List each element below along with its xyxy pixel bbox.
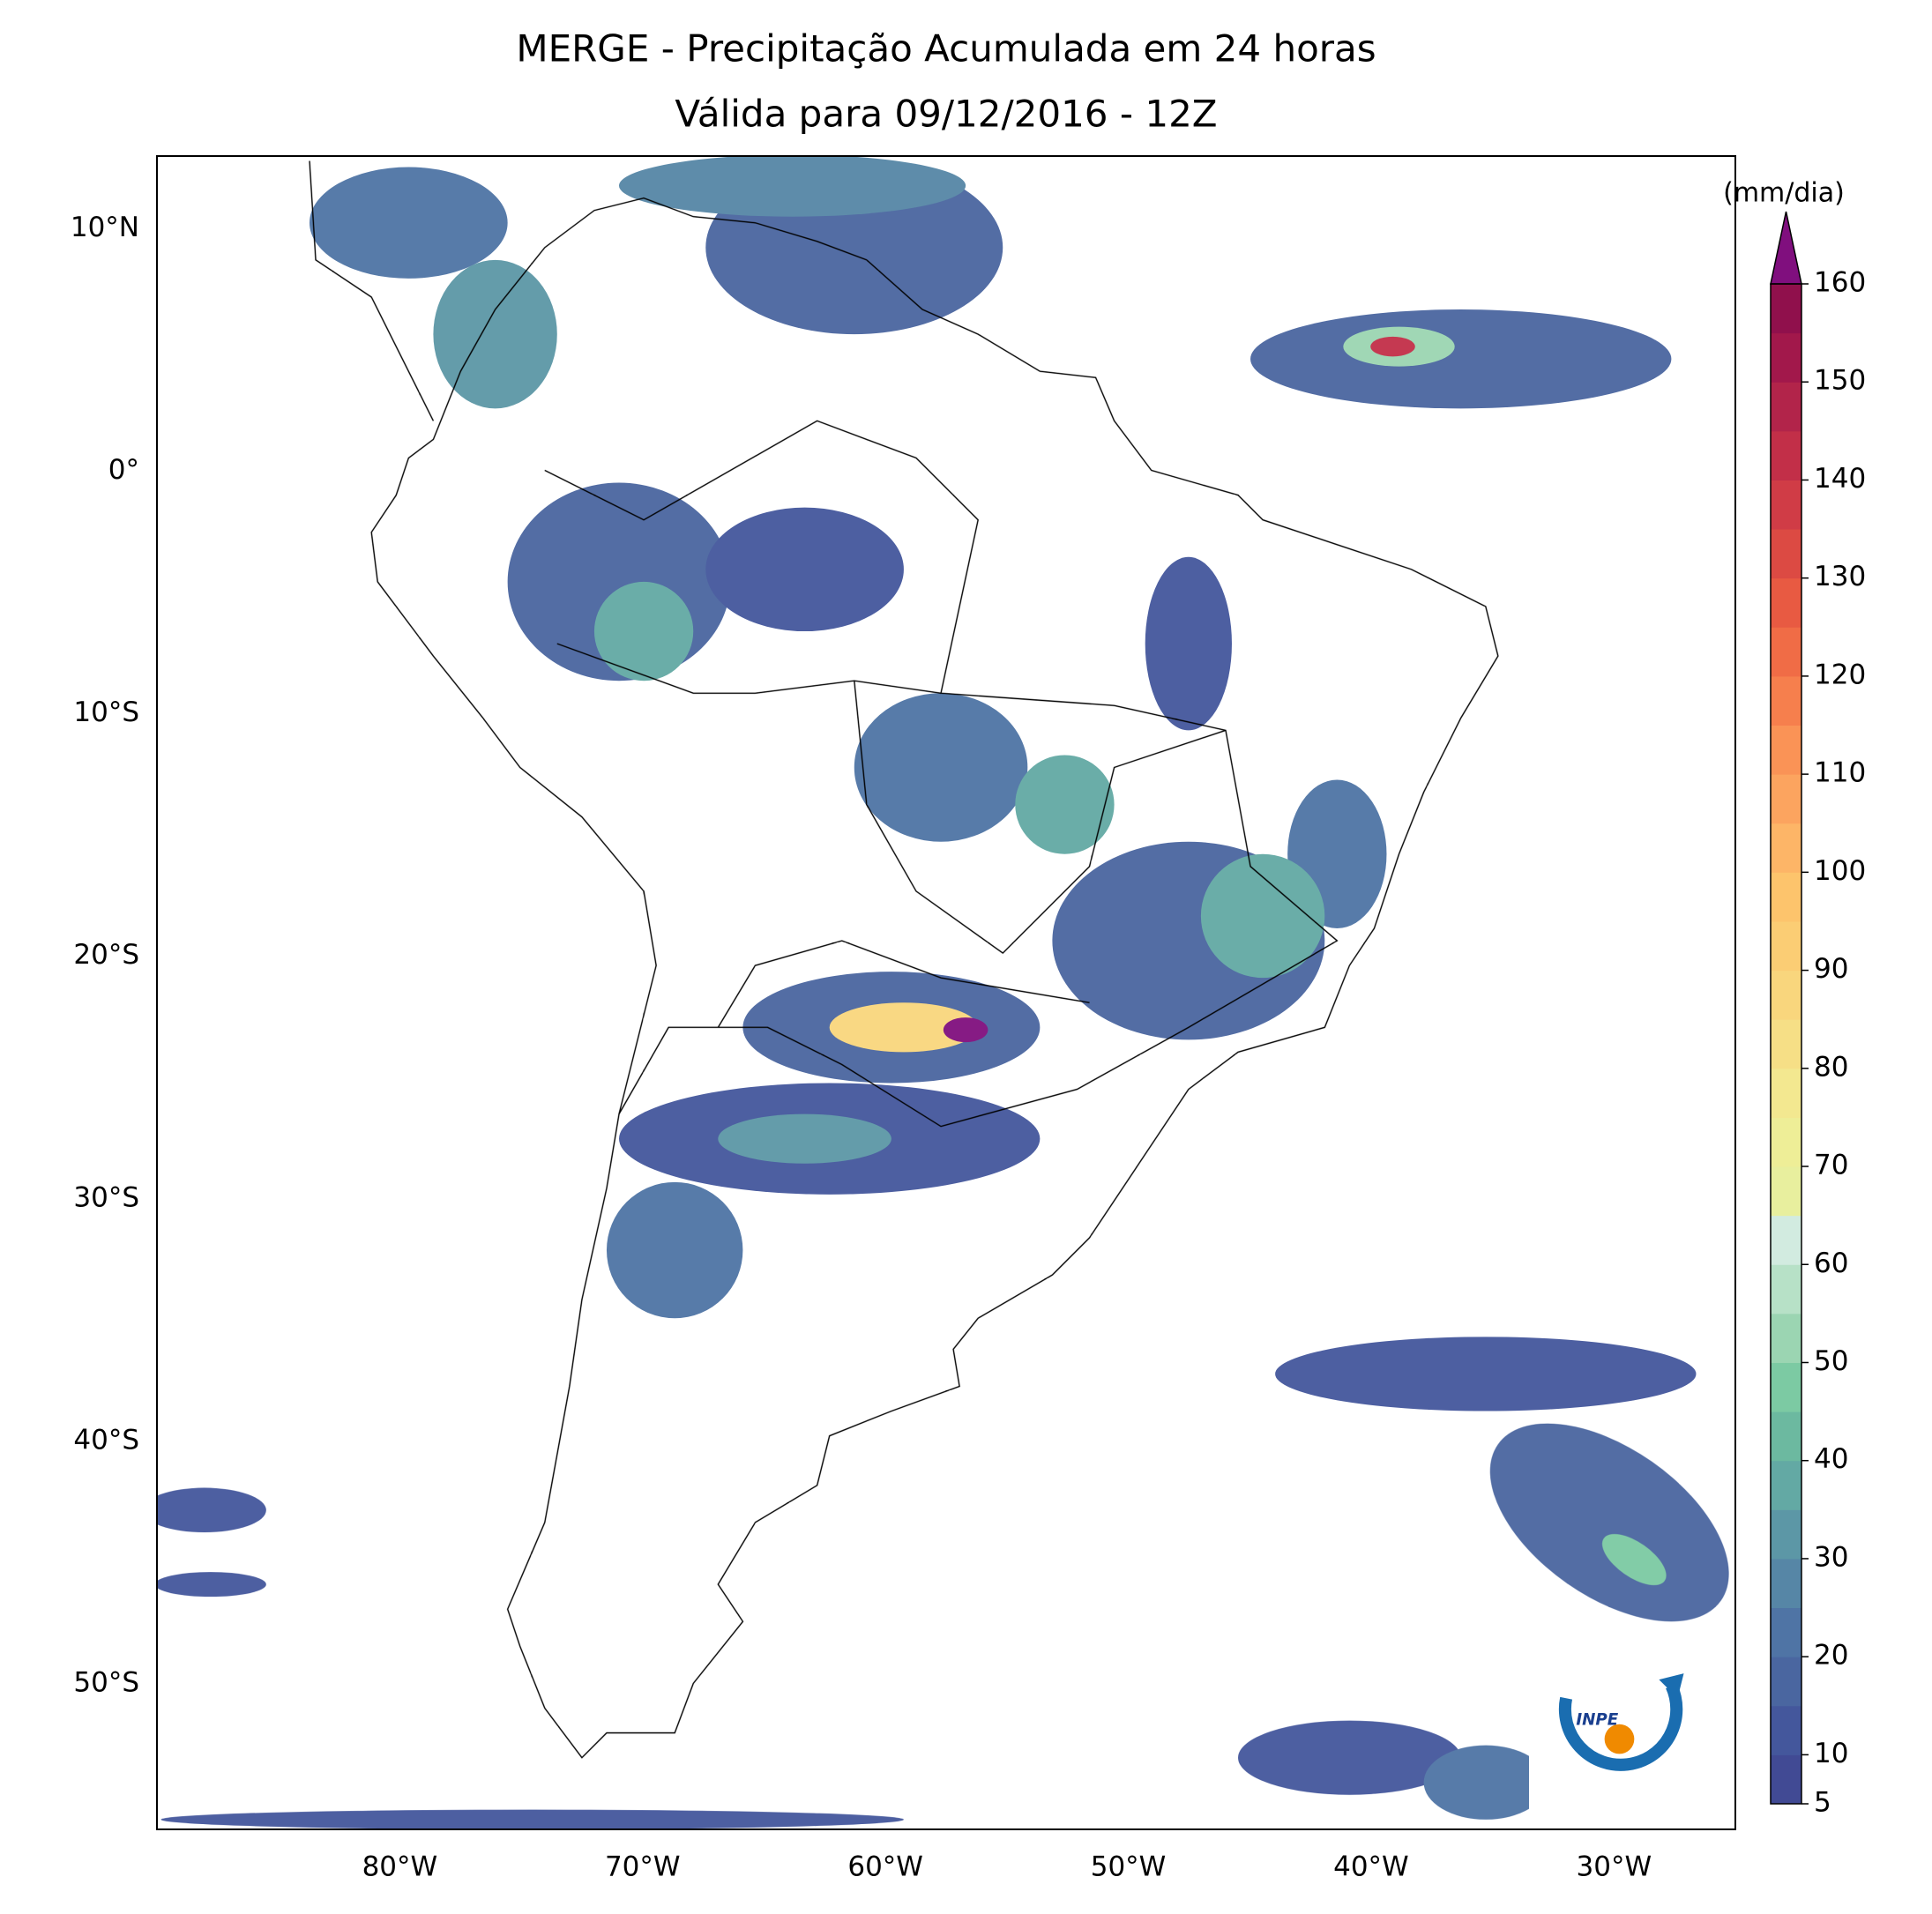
colorbar-frame [1770,283,1802,1805]
colorbar-band [1771,332,1801,383]
colorbar-band [1771,1019,1801,1069]
colorbar-band [1771,1166,1801,1217]
y-tick-label: 30°S [73,1181,139,1213]
colorbar-extension [1770,211,1802,285]
colorbar-band [1771,872,1801,922]
svg-text:INPE: INPE [1576,1711,1618,1730]
colorbar-band [1771,1215,1801,1265]
colorbar-band [1771,577,1801,628]
colorbar-band [1771,284,1801,334]
colorbar-tick-label: 140 [1814,463,1866,495]
colorbar-tick-label: 160 [1814,267,1866,299]
colorbar-tick-label: 130 [1814,561,1866,592]
coastlines [309,160,1499,1759]
colorbar-band [1771,823,1801,873]
colorbar-band [1771,1657,1801,1707]
colorbar-band [1771,725,1801,775]
colorbar-band [1771,1264,1801,1314]
colorbar-band [1771,382,1801,432]
colorbar-tick-label: 80 [1814,1051,1848,1083]
colorbar-band [1771,529,1801,579]
inpe-logo: INPE [1529,1624,1719,1810]
colorbar-band [1771,774,1801,824]
title: MERGE - Precipitação Acumulada em 24 hor… [516,27,1376,71]
colorbar-band [1771,430,1801,480]
colorbar-label: (mm/dia) [1723,178,1845,209]
y-tick-label: 0° [108,454,139,486]
colorbar-tick-label: 120 [1814,659,1866,690]
colorbar-band [1771,1313,1801,1363]
colorbar-band [1771,1705,1801,1755]
precipitation-field [157,156,1729,1829]
subtitle: Válida para 09/12/2016 - 12Z [675,93,1217,136]
colorbar-tick-label: 90 [1814,953,1848,985]
colorbar-band [1771,480,1801,530]
colorbar-band [1771,675,1801,726]
colorbar-band [1771,1607,1801,1657]
colorbar-band [1771,1411,1801,1462]
colorbar-tick-label: 20 [1814,1640,1848,1672]
colorbar-tick-label: 40 [1814,1443,1848,1475]
colorbar-tick-label: 70 [1814,1150,1848,1181]
colorbar-tick-label: 60 [1814,1247,1848,1279]
x-tick-label: 60°W [847,1851,923,1883]
colorbar-tick-label: 110 [1814,757,1866,789]
colorbar-band [1771,1068,1801,1118]
x-tick-label: 80°W [362,1851,438,1883]
y-tick-label: 50°S [73,1666,139,1698]
colorbar-tick-label: 150 [1814,365,1866,397]
x-tick-label: 50°W [1091,1851,1167,1883]
x-tick-label: 70°W [605,1851,681,1883]
y-tick-label: 10°N [71,212,139,243]
y-tick-label: 40°S [73,1424,139,1456]
x-tick-label: 40°W [1333,1851,1409,1883]
y-tick-label: 20°S [73,939,139,971]
colorbar-band [1771,1509,1801,1560]
colorbar-band [1771,970,1801,1020]
colorbar-band [1771,1754,1801,1805]
colorbar-band [1771,1460,1801,1510]
colorbar-tick-label: 5 [1814,1787,1831,1819]
y-tick-label: 10°S [73,696,139,728]
colorbar-band [1771,1117,1801,1167]
colorbar-tick-label: 10 [1814,1738,1848,1769]
colorbar-band [1771,920,1801,972]
map-area: INPE [157,156,1729,1829]
colorbar-band [1771,1558,1801,1609]
map-frame [156,155,1736,1830]
colorbar-tick-label: 30 [1814,1541,1848,1573]
colorbar-band [1771,627,1801,677]
colorbar-band [1771,1362,1801,1412]
colorbar-tick-label: 50 [1814,1345,1848,1377]
colorbar-tick-label: 100 [1814,855,1866,887]
x-tick-label: 30°W [1577,1851,1652,1883]
